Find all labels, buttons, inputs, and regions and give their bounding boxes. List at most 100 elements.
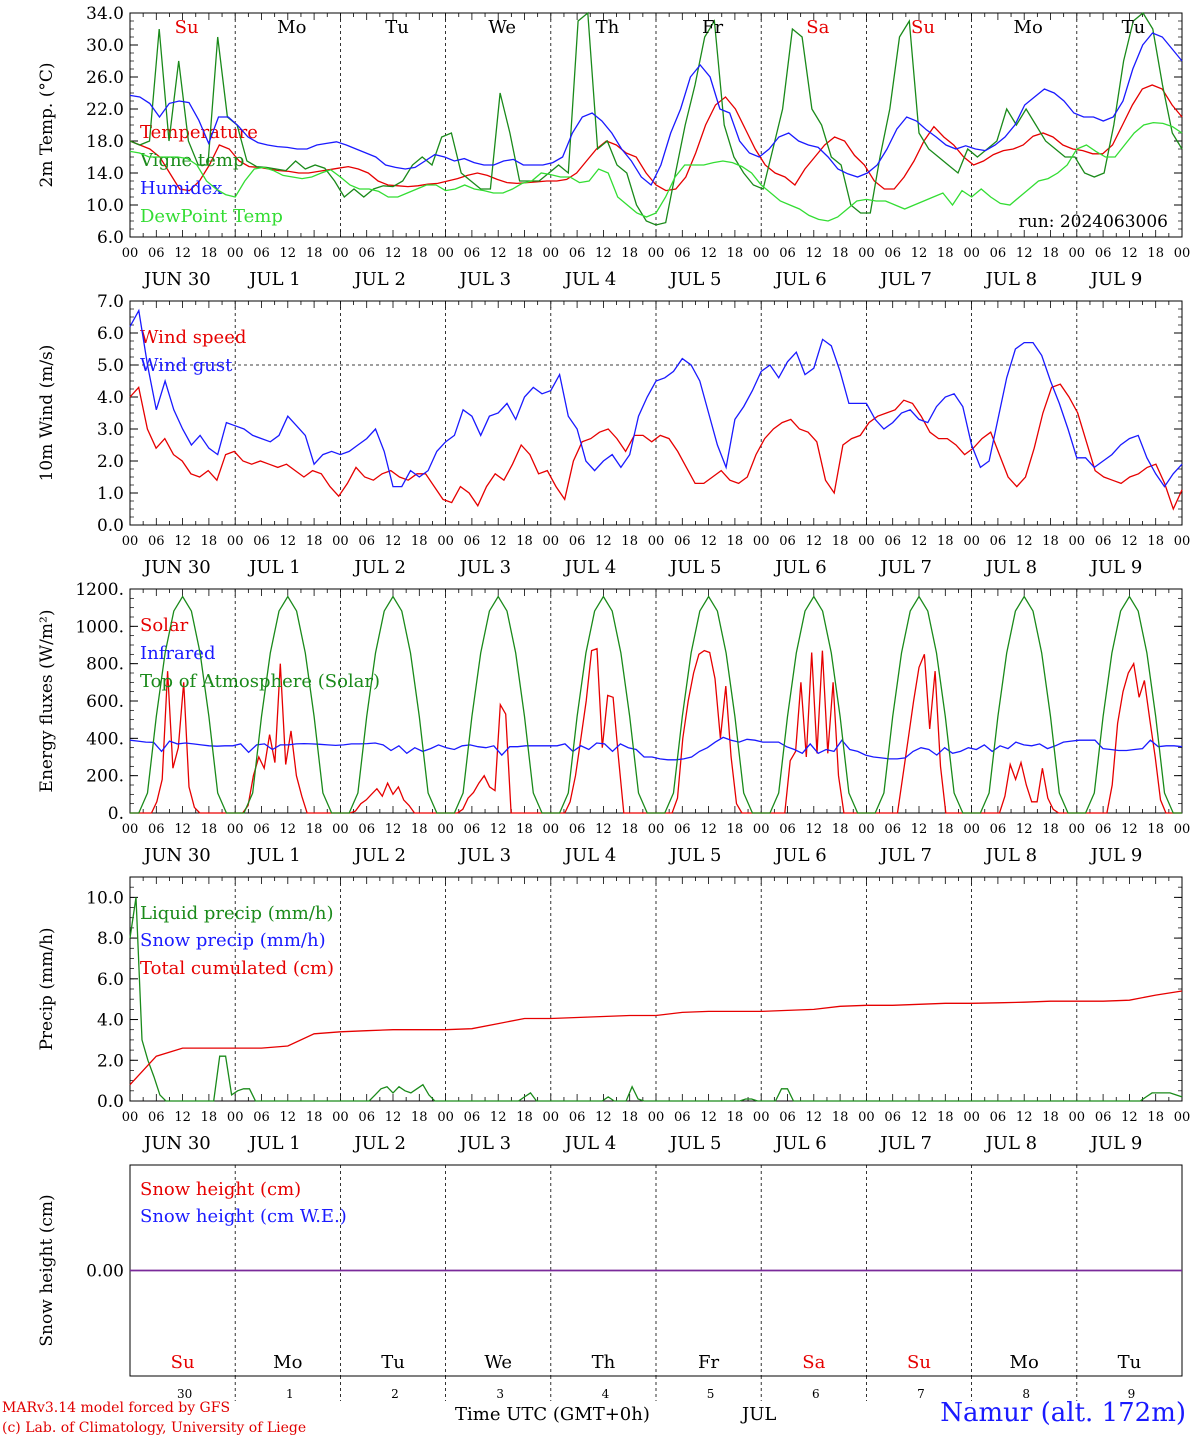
series-line-liquid-precip-mm-h-	[129, 897, 1183, 1102]
hour-label: 18	[1042, 246, 1059, 261]
hour-label: 12	[1121, 1110, 1138, 1125]
hour-label: 06	[884, 246, 901, 261]
hour-label: 06	[148, 246, 165, 261]
hour-label: 12	[280, 822, 297, 837]
date-label: JUL 3	[458, 845, 512, 866]
date-label: JUL 8	[984, 269, 1038, 290]
day-number: 2	[391, 1387, 399, 1401]
hour-label: 12	[911, 1110, 928, 1125]
date-label: JUL 9	[1089, 269, 1143, 290]
hour-label: 00	[858, 1110, 875, 1125]
y-tick-label: 8.0	[97, 929, 124, 949]
date-label: JUL 9	[1089, 557, 1143, 578]
hour-label: 00	[332, 246, 349, 261]
hour-label: 18	[411, 534, 428, 549]
hour-label: 12	[385, 534, 402, 549]
legend-entry: DewPoint Temp	[140, 206, 283, 227]
hour-label: 06	[674, 822, 691, 837]
hour-label: 12	[806, 246, 823, 261]
hour-label: 00	[543, 534, 560, 549]
hour-label: 06	[464, 534, 481, 549]
hour-label: 06	[464, 246, 481, 261]
y-axis-label: 10m Wind (m/s)	[37, 345, 57, 482]
hour-label: 00	[437, 246, 454, 261]
hour-label: 06	[569, 534, 586, 549]
hour-label: 06	[779, 246, 796, 261]
station-label: Namur (alt. 172m)	[940, 1398, 1186, 1428]
day-label: Fr	[702, 17, 723, 38]
y-tick-label: 0.0	[97, 516, 124, 536]
hour-label: 06	[464, 1110, 481, 1125]
date-label: JUL 4	[563, 269, 617, 290]
date-label: JUL 4	[563, 845, 617, 866]
hour-label: 12	[1016, 1110, 1033, 1125]
series-line-wind-speed	[129, 383, 1183, 511]
hour-label: 18	[727, 822, 744, 837]
hour-label: 00	[122, 1110, 139, 1125]
y-tick-label: 34.0	[86, 4, 124, 24]
hour-label: 06	[358, 246, 375, 261]
date-label: JUL 3	[458, 269, 512, 290]
hour-label: 06	[358, 1110, 375, 1125]
y-tick-label: 4.0	[97, 1011, 124, 1031]
hour-label: 06	[990, 534, 1007, 549]
hour-label: 12	[595, 246, 612, 261]
panel-frame	[129, 588, 1183, 814]
series-line-total-cumulated-cm-	[129, 990, 1183, 1086]
hour-label: 12	[280, 534, 297, 549]
hour-label: 06	[674, 534, 691, 549]
hour-label: 18	[306, 1110, 323, 1125]
hour-label: 06	[674, 246, 691, 261]
hour-label: 00	[332, 822, 349, 837]
hour-label: 18	[516, 822, 533, 837]
hour-label: 12	[385, 246, 402, 261]
hour-label: 00	[227, 822, 244, 837]
date-label: JUL 2	[352, 1133, 406, 1154]
y-tick-label: 600.	[86, 692, 124, 712]
y-tick-label: 1.0	[97, 484, 124, 504]
legend-entry: Infrared	[140, 643, 215, 664]
y-tick-label: 4.0	[97, 388, 124, 408]
hour-label: 00	[753, 1110, 770, 1125]
hour-label: 06	[569, 246, 586, 261]
day-label: Tu	[1122, 17, 1146, 38]
date-label: JUL 2	[352, 845, 406, 866]
y-tick-label: 1200.	[75, 580, 124, 600]
panel-frame	[129, 12, 1183, 238]
y-tick-label: 26.0	[86, 68, 124, 88]
date-label: JUL 3	[458, 1133, 512, 1154]
y-tick-label: 0.	[108, 804, 124, 824]
x-axis-label: Time UTC (GMT+0h)	[455, 1404, 650, 1425]
series-line-temperature	[129, 84, 1183, 192]
hour-label: 18	[1147, 1110, 1164, 1125]
hour-label: 00	[1069, 822, 1086, 837]
hour-label: 00	[963, 534, 980, 549]
day-label: Mo	[277, 17, 306, 38]
hour-label: 18	[201, 1110, 218, 1125]
hour-label: 00	[437, 822, 454, 837]
hour-label: 00	[1174, 1110, 1191, 1125]
hour-label: 06	[569, 822, 586, 837]
hour-label: 12	[280, 246, 297, 261]
hour-label: 06	[358, 822, 375, 837]
series-line-wind-gust	[129, 308, 1183, 488]
hour-label: 18	[832, 822, 849, 837]
hour-label: 00	[543, 1110, 560, 1125]
y-tick-label: 200.	[86, 767, 124, 787]
hour-label: 18	[1042, 1110, 1059, 1125]
date-label: JUL 1	[247, 557, 301, 578]
hour-label: 12	[174, 1110, 191, 1125]
hour-label: 18	[937, 534, 954, 549]
hour-label: 06	[884, 1110, 901, 1125]
date-label: JUN 30	[142, 845, 211, 866]
y-tick-label: 0.00	[86, 1262, 124, 1282]
hour-label: 18	[727, 246, 744, 261]
hour-label: 18	[306, 534, 323, 549]
hour-label: 12	[595, 822, 612, 837]
hour-label: 00	[648, 1110, 665, 1125]
hour-label: 18	[937, 1110, 954, 1125]
hour-label: 00	[437, 1110, 454, 1125]
date-label: JUL 8	[984, 1133, 1038, 1154]
hour-label: 06	[253, 534, 270, 549]
hour-label: 06	[358, 534, 375, 549]
